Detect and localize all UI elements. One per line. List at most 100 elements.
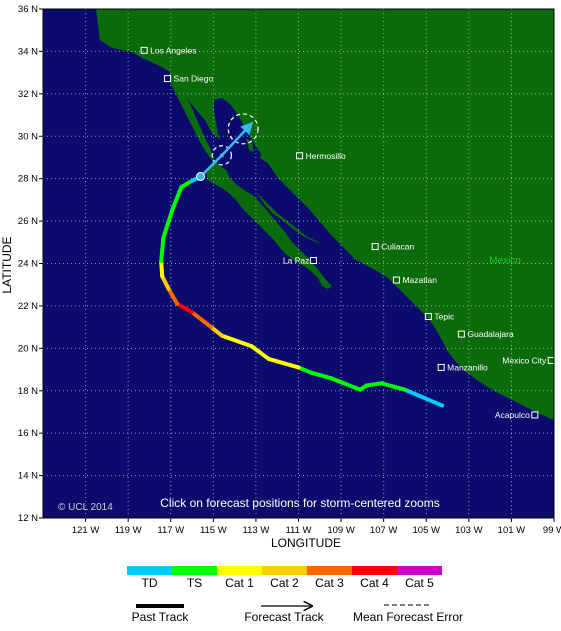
track-segment — [266, 356, 301, 370]
city-label: Mexico City — [502, 355, 547, 365]
legend-category-label: Cat 5 — [405, 576, 434, 590]
zoom-instruction: Click on forecast positions for storm-ce… — [160, 496, 439, 510]
city-square-icon — [140, 46, 148, 54]
forecast-track-key-label: Forecast Track — [244, 610, 324, 624]
mainland-land — [96, 9, 554, 420]
city-label: Manzanillo — [447, 362, 488, 372]
y-tick-label: 12 N — [18, 513, 38, 524]
city-label: Hermosillo — [306, 151, 346, 161]
y-tick-label: 24 N — [18, 259, 38, 270]
x-tick-label: 121 W — [72, 525, 99, 536]
y-tick-label: 30 N — [18, 131, 38, 142]
y-tick-label: 26 N — [18, 216, 38, 227]
gulf-of-california — [214, 98, 354, 258]
track-segment — [417, 394, 445, 408]
x-tick-label: 99 W — [543, 525, 561, 536]
y-tick-label: 16 N — [18, 428, 38, 439]
x-tick-label: 101 W — [498, 525, 525, 536]
y-tick-label: 32 N — [18, 89, 38, 100]
forecast-error-circles — [211, 113, 259, 166]
legend-category-label: TD — [142, 576, 158, 590]
intensity-legend: TD TS Cat 1 Cat 2 Cat 3 Cat 4 Cat 5 — [127, 566, 442, 590]
current-position-marker[interactable] — [196, 172, 206, 182]
city-marker: Guadalajara — [457, 329, 514, 339]
longitude-ticks: 121 W 119 W 117 W 115 W 113 W 111 W 109 W 107 W… — [72, 518, 561, 536]
track-segment — [159, 236, 166, 264]
past-track — [159, 174, 445, 408]
city-label: La Paz — [283, 256, 309, 266]
city-square-icon — [309, 257, 317, 265]
y-tick-label: 20 N — [18, 343, 38, 354]
city-square-icon — [547, 356, 554, 364]
y-tick-label: 36 N — [18, 4, 38, 15]
map-plot-area[interactable]: Los Angeles San Diego Hermosillo Culiacan La… — [43, 9, 554, 518]
track-segment — [209, 325, 224, 338]
x-tick-label: 103 W — [455, 525, 482, 536]
city-label: Culiacan — [381, 242, 414, 252]
y-tick-label: 18 N — [18, 386, 38, 397]
city-marker: Culiacan — [371, 242, 414, 252]
y-tick-label: 34 N — [18, 46, 38, 57]
city-marker: Mazatlan — [392, 275, 437, 285]
gridlines — [43, 9, 554, 518]
city-label: Guadalajara — [467, 329, 514, 339]
legend-swatch — [127, 566, 172, 575]
city-marker: Tepic — [424, 312, 455, 322]
track-key-legend: Past Track Forecast Track Mean Forecast … — [132, 605, 463, 624]
y-tick-label: 14 N — [18, 471, 38, 482]
legend-swatch — [262, 566, 307, 575]
y-axis-title: LATITUDE — [0, 236, 14, 293]
x-axis-title: LONGITUDE — [271, 536, 341, 550]
city-label: San Diego — [174, 74, 214, 84]
legend-category-label: Cat 2 — [270, 576, 299, 590]
forecast-error-circle[interactable] — [211, 145, 233, 166]
legend-category-label: Cat 3 — [315, 576, 344, 590]
x-tick-label: 105 W — [413, 525, 440, 536]
mean-forecast-error-key-label: Mean Forecast Error — [353, 610, 463, 624]
track-segment — [175, 301, 195, 315]
city-marker: La Paz — [283, 256, 317, 266]
past-track-key-label: Past Track — [132, 610, 190, 624]
city-label: Acapulco — [495, 410, 530, 420]
city-marker: Acapulco — [495, 410, 539, 420]
track-segment — [219, 333, 254, 349]
y-tick-label: 22 N — [18, 301, 38, 312]
city-marker: San Diego — [164, 74, 214, 84]
x-tick-label: 117 W — [157, 525, 184, 536]
forecast-track — [199, 121, 254, 178]
forecast-error-circle[interactable] — [227, 113, 259, 145]
city-square-icon — [424, 313, 432, 321]
legend-swatch — [397, 566, 442, 575]
track-segment — [296, 365, 314, 375]
city-label: Mazatlan — [402, 275, 437, 285]
city-square-icon — [392, 276, 400, 284]
legend-swatch — [172, 566, 217, 575]
city-marker: Manzanillo — [437, 362, 488, 372]
x-tick-label: 107 W — [370, 525, 397, 536]
track-segment — [309, 370, 333, 381]
city-square-icon — [296, 152, 304, 160]
city-marker: Mexico City — [502, 355, 554, 365]
forecast-position[interactable] — [219, 153, 224, 158]
legend-swatch — [352, 566, 397, 575]
island — [246, 138, 254, 152]
y-tick-label: 28 N — [18, 174, 38, 185]
x-tick-label: 109 W — [327, 525, 354, 536]
city-square-icon — [437, 363, 445, 371]
city-marker: Hermosillo — [296, 151, 346, 161]
track-segment — [364, 381, 384, 388]
legend-category-label: Cat 4 — [360, 576, 389, 590]
x-tick-label: 115 W — [200, 525, 227, 536]
x-tick-label: 119 W — [115, 525, 142, 536]
current-storm-position[interactable] — [196, 172, 206, 182]
track-segment — [170, 185, 184, 211]
country-label-mexico: Mexico — [489, 256, 521, 267]
cities: Los Angeles San Diego Hermosillo Culiacan La… — [140, 45, 554, 420]
track-segment — [179, 178, 195, 190]
city-marker: Los Angeles — [140, 45, 196, 55]
track-segment — [159, 259, 165, 279]
track-segment — [249, 344, 271, 361]
legend-category-label: Cat 1 — [225, 576, 254, 590]
city-label: Tepic — [434, 312, 455, 322]
